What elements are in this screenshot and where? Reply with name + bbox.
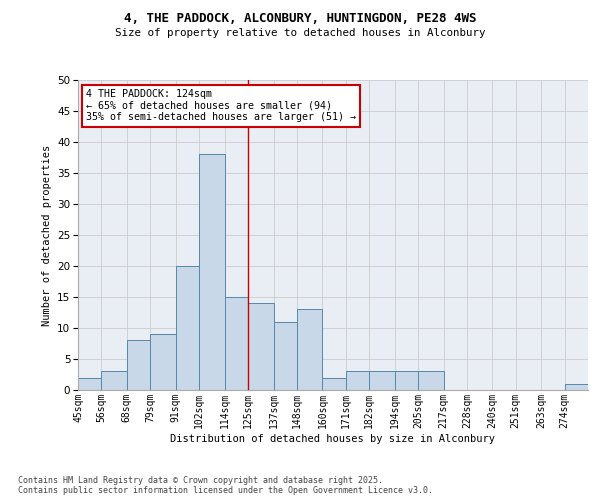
Bar	[322, 378, 346, 390]
Bar	[274, 322, 297, 390]
Text: Contains HM Land Registry data © Crown copyright and database right 2025.
Contai: Contains HM Land Registry data © Crown c…	[18, 476, 433, 495]
Bar	[176, 266, 199, 390]
X-axis label: Distribution of detached houses by size in Alconbury: Distribution of detached houses by size …	[170, 434, 496, 444]
Bar	[224, 297, 248, 390]
Bar	[565, 384, 588, 390]
Bar	[418, 372, 443, 390]
Bar	[395, 372, 418, 390]
Bar	[78, 378, 101, 390]
Text: 4, THE PADDOCK, ALCONBURY, HUNTINGDON, PE28 4WS: 4, THE PADDOCK, ALCONBURY, HUNTINGDON, P…	[124, 12, 476, 26]
Bar	[369, 372, 395, 390]
Text: 4 THE PADDOCK: 124sqm
← 65% of detached houses are smaller (94)
35% of semi-deta: 4 THE PADDOCK: 124sqm ← 65% of detached …	[86, 90, 356, 122]
Bar	[127, 340, 150, 390]
Bar	[346, 372, 369, 390]
Bar	[101, 372, 127, 390]
Bar	[297, 310, 322, 390]
Bar	[150, 334, 176, 390]
Y-axis label: Number of detached properties: Number of detached properties	[41, 144, 52, 326]
Bar	[248, 303, 274, 390]
Text: Size of property relative to detached houses in Alconbury: Size of property relative to detached ho…	[115, 28, 485, 38]
Bar	[199, 154, 224, 390]
